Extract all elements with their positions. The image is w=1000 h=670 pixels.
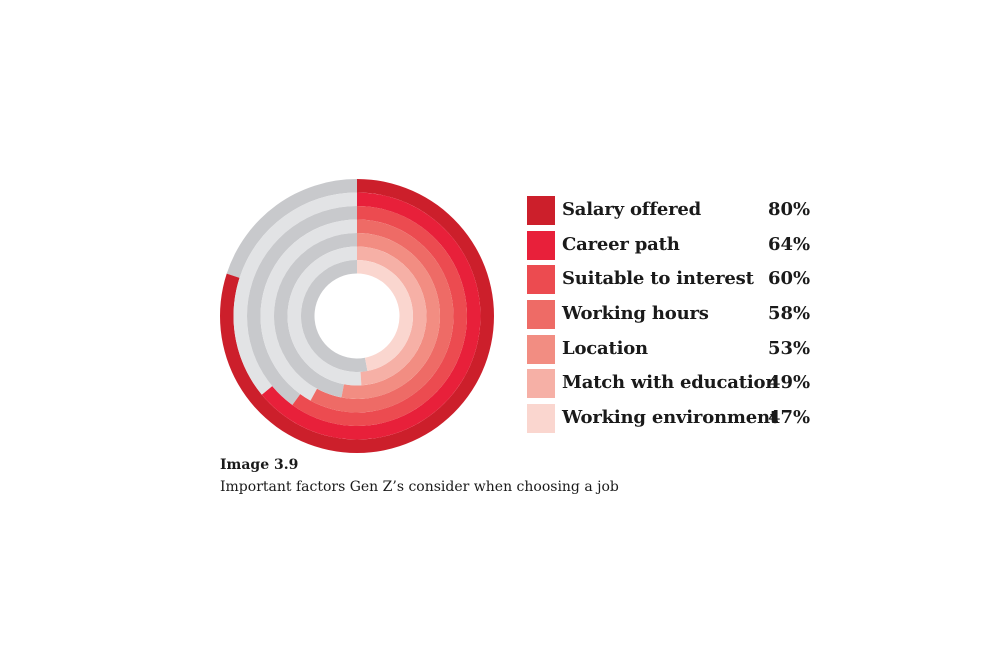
ring-bar-suitable-to-interest xyxy=(292,206,467,426)
legend-value: 53% xyxy=(768,337,811,359)
ring-bar-career-path xyxy=(261,192,481,440)
ring-bar-working-environment xyxy=(357,260,413,372)
legend-swatch xyxy=(527,369,555,399)
legend-value: 58% xyxy=(768,303,811,325)
ring-bar-working-hours xyxy=(310,219,454,413)
legend-label: Suitable to interest xyxy=(562,268,754,290)
ring-track xyxy=(246,206,357,405)
ring-track xyxy=(300,260,368,372)
ring-track xyxy=(287,246,362,386)
legend-swatch xyxy=(527,196,555,225)
figure-caption: Important factors Gen Z’s consider when … xyxy=(220,479,619,495)
ring-bar-location xyxy=(341,233,440,399)
legend-label: Match with education xyxy=(562,372,779,394)
legend-item-match-with-education: Match with education 49% xyxy=(527,369,817,399)
legend-swatch xyxy=(527,265,555,295)
ring-track xyxy=(226,179,357,278)
legend-item-working-hours: Working hours 58% xyxy=(527,300,817,330)
legend-item-career-path: Career path 64% xyxy=(527,230,817,260)
legend-value: 47% xyxy=(768,407,811,429)
legend-value: 49% xyxy=(768,372,811,394)
legend-label: Location xyxy=(562,337,648,359)
legend: Salary offered 80% Career path 64% Suita… xyxy=(527,196,817,439)
legend-value: 60% xyxy=(768,268,811,290)
legend-swatch xyxy=(527,230,555,260)
legend-value: 80% xyxy=(768,199,811,220)
legend-item-suitable-to-interest: Suitable to interest 60% xyxy=(527,265,817,295)
legend-swatch xyxy=(527,404,555,434)
legend-value: 64% xyxy=(768,233,811,255)
legend-label: Career path xyxy=(562,233,680,255)
legend-label: Working environment xyxy=(562,407,778,429)
ring-track xyxy=(260,219,357,401)
legend-label: Salary offered xyxy=(562,199,702,220)
legend-item-location: Location 53% xyxy=(527,334,817,364)
figure-label: Image 3.9 xyxy=(220,457,299,473)
legend-item-working-environment: Working environment 47% xyxy=(527,404,817,434)
legend-swatch xyxy=(527,334,555,364)
ring-track xyxy=(274,233,357,398)
legend-swatch xyxy=(527,300,555,330)
ring-track xyxy=(233,192,357,395)
ring-bar-match-with-education xyxy=(357,246,427,386)
legend-label: Working hours xyxy=(562,303,709,325)
legend-item-salary-offered: Salary offered 80% xyxy=(527,196,817,225)
